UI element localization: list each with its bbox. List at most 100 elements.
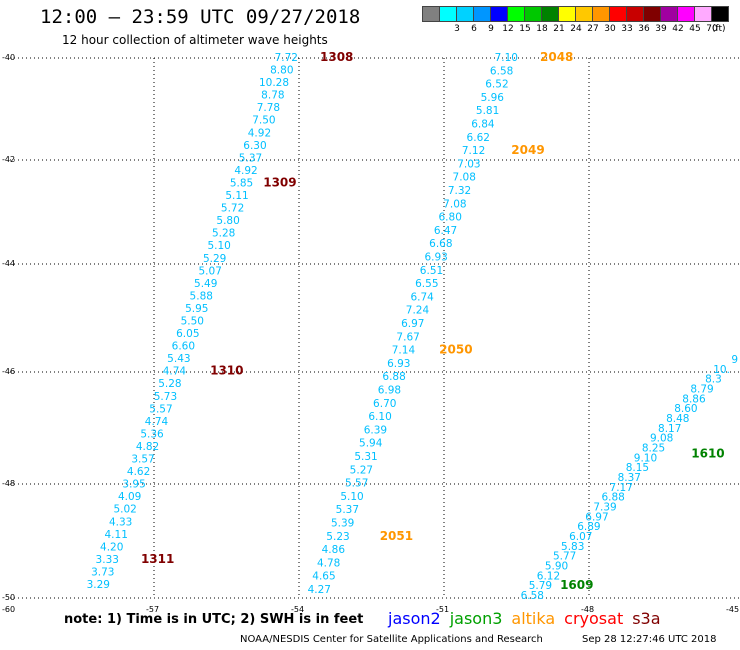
wave-height-value: 3.95 — [122, 479, 145, 491]
longitude-label: -48 — [581, 605, 594, 614]
wave-height-value: 6.07 — [569, 531, 592, 543]
wave-height-value: 7.17 — [610, 482, 633, 494]
wave-height-value: 4.20 — [100, 541, 123, 553]
wave-height-value: 5.43 — [167, 353, 190, 365]
wave-height-value: 8.37 — [618, 472, 641, 484]
wave-height-value: 5.94 — [359, 438, 383, 450]
wave-height-value: 10. — [713, 364, 730, 376]
wave-height-value: 8.17 — [658, 423, 681, 435]
wave-height-value: 7.14 — [392, 345, 416, 357]
wave-height-value: 5.10 — [207, 240, 230, 252]
wave-height-value: 6.12 — [537, 570, 560, 582]
wave-height-value: 5.39 — [331, 518, 354, 530]
wave-height-value: 4.74 — [145, 416, 169, 428]
wave-height-value: 5.90 — [545, 561, 568, 573]
wave-height-value: 6.52 — [485, 79, 508, 91]
pass-number-label: 2048 — [540, 50, 573, 64]
pass-number-label: 2049 — [511, 143, 544, 157]
wave-height-value: 3.29 — [87, 579, 110, 591]
color-legend: 3 6 9 12 15 18 21 24 27 30 33 36 39 42 45 70 (ft) — [422, 6, 732, 40]
legend-unit: (ft) — [712, 24, 726, 34]
legend-level-label: 6 — [471, 24, 477, 34]
wave-height-value: 5.37 — [239, 152, 262, 164]
pass-number-label: 1309 — [263, 175, 296, 189]
pass-number-label: 1609 — [560, 578, 593, 592]
wave-height-value: 6.74 — [410, 291, 434, 303]
wave-height-value: 4.92 — [234, 165, 257, 177]
altimeter-tracks: 7.728.8010.288.787.787.504.926.305.374.9… — [87, 50, 738, 602]
map-subtitle: 12 hour collection of altimeter wave hei… — [62, 33, 328, 47]
legend-level-label: 33 — [621, 24, 633, 34]
wave-height-value: 4.86 — [322, 544, 346, 556]
pass-number-label: 1310 — [210, 364, 243, 378]
legend-level-label: 39 — [655, 24, 667, 34]
legend-swatch — [711, 6, 729, 22]
wave-height-value: 6.68 — [429, 238, 452, 250]
wave-height-value: 6.97 — [401, 318, 424, 330]
wave-height-value: 4.27 — [308, 584, 331, 596]
wave-height-value: 5.07 — [199, 265, 222, 277]
longitude-label: -51 — [436, 605, 449, 614]
axis-labels: -40 -42 -44 -46 -48 -50 -60 -57 -54 -51 -48 -45 — [2, 53, 739, 614]
legend-level-label: 12 — [502, 24, 514, 34]
legend-level-label: 27 — [587, 24, 599, 34]
wave-height-value: 8.48 — [666, 413, 689, 425]
satellite-name: cryosat — [564, 609, 624, 628]
satellite-name: s3a — [632, 609, 661, 628]
wave-height-value: 6.97 — [585, 511, 608, 523]
wave-height-value: 4.74 — [163, 366, 187, 378]
wave-height-value: 3.73 — [91, 566, 114, 578]
wave-height-value: 5.31 — [354, 451, 377, 463]
wave-height-value: 8.25 — [642, 443, 665, 455]
satellite-name: altika — [511, 609, 556, 628]
wave-height-value: 7.24 — [406, 305, 430, 317]
wave-height-value: 9.08 — [650, 433, 673, 445]
wave-height-value: 6.80 — [439, 212, 462, 224]
legend-level-label: 15 — [519, 24, 531, 34]
wave-height-value: 6.10 — [368, 411, 391, 423]
wave-height-value: 6.93 — [424, 252, 447, 264]
legend-level-label: 3 — [454, 24, 460, 34]
wave-height-value: 10.28 — [259, 77, 289, 89]
wave-height-value: 6.93 — [387, 358, 410, 370]
satellite-name: jason3 — [449, 609, 503, 628]
wave-height-value: 6.89 — [577, 521, 600, 533]
map-title: 12:00 — 23:59 UTC 09/27/2018 — [40, 6, 361, 28]
wave-height-value: 4.82 — [136, 441, 159, 453]
wave-height-value: 7.67 — [396, 331, 419, 343]
legend-level-label: 45 — [689, 24, 701, 34]
legend-level-label: 30 — [604, 24, 616, 34]
wave-height-value: 5.85 — [230, 177, 253, 189]
satellite-name: jason2 — [388, 609, 441, 628]
satellite-legend: jason2 jason3 altika cryosat s3a — [388, 609, 670, 628]
wave-height-value: 3.57 — [131, 454, 154, 466]
wave-height-value: 6.05 — [176, 328, 199, 340]
wave-height-value: 6.70 — [373, 398, 396, 410]
pass-number-label: 1610 — [691, 447, 724, 461]
generation-timestamp: Sep 28 12:27:46 UTC 2018 — [582, 634, 717, 645]
pass-number-label: 2050 — [439, 343, 472, 357]
wave-height-value: 8.3 — [705, 374, 722, 386]
legend-level-label: 70 — [706, 24, 718, 34]
wave-height-value: 8.15 — [626, 462, 649, 474]
credit-line: NOAA/NESDIS Center for Satellite Applica… — [240, 634, 543, 645]
wave-height-value: 5.28 — [212, 228, 235, 240]
wave-height-value: 4.78 — [317, 557, 340, 569]
wave-height-value: 5.49 — [194, 278, 217, 290]
pass-number-label: 1311 — [141, 552, 174, 566]
wave-height-value: 5.57 — [345, 478, 368, 490]
wave-height-value: 6.98 — [378, 385, 401, 397]
legend-level-label: 42 — [672, 24, 684, 34]
map-grid — [10, 57, 740, 599]
wave-height-value: 6.84 — [471, 119, 495, 131]
legend-level-label: 9 — [488, 24, 494, 34]
wave-height-value: 5.11 — [225, 190, 248, 202]
wave-height-value: 6.88 — [601, 492, 624, 504]
wave-height-value: 8.79 — [690, 384, 713, 396]
latitude-label: -60 — [2, 605, 15, 614]
latitude-label: -42 — [2, 155, 15, 164]
longitude-label: -57 — [146, 605, 159, 614]
longitude-label: -54 — [291, 605, 304, 614]
wave-height-value: 5.96 — [481, 92, 505, 104]
wave-height-value: 8.60 — [674, 403, 697, 415]
